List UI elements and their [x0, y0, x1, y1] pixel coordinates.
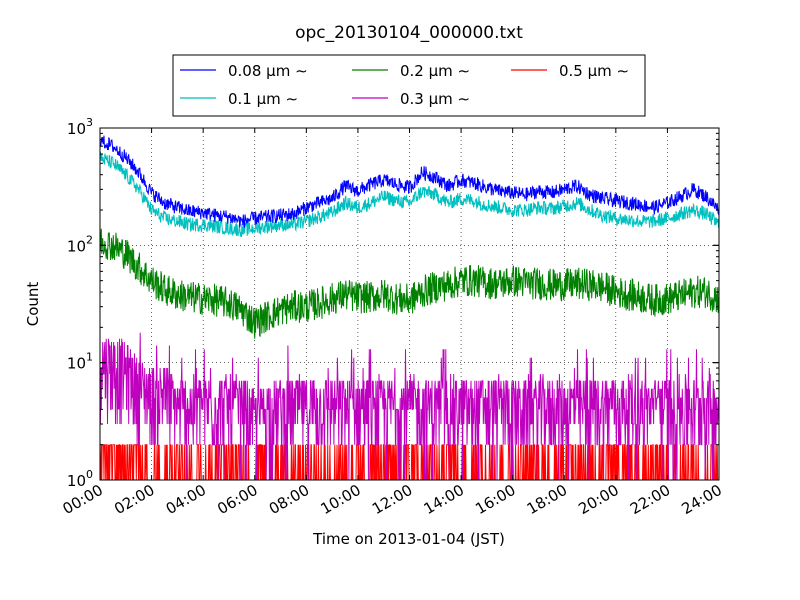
x-tick-label: 14:00	[421, 481, 467, 518]
x-tick-label: 24:00	[679, 481, 725, 518]
y-tick-label: 101	[67, 351, 93, 373]
x-tick-label: 10:00	[317, 481, 363, 518]
legend-label: 0.5 μm ∼	[559, 62, 629, 80]
y-tick-label: 103	[67, 116, 93, 138]
y-tick-label: 100	[67, 468, 93, 490]
legend-label: 0.08 μm ∼	[228, 62, 308, 80]
series-line	[99, 228, 720, 339]
legend-label: 0.2 μm ∼	[400, 62, 470, 80]
x-tick-label: 04:00	[163, 481, 209, 518]
legend-label: 0.3 μm ∼	[400, 90, 470, 108]
y-tick-label: 102	[67, 233, 93, 255]
legend: 0.08 μm ∼ 0.1 μm ∼ 0.2 μm ∼ 0.3 μm ∼ 0.5 μm …	[172, 54, 646, 117]
legend-label: 0.1 μm ∼	[228, 90, 298, 108]
x-tick-label: 08:00	[266, 481, 312, 518]
x-tick-label: 12:00	[369, 481, 415, 518]
x-tick-label: 22:00	[627, 481, 673, 518]
x-axis-label: Time on 2013-01-04 (JST)	[312, 530, 505, 548]
x-tick-labels: 00:00 02:00 04:00 06:00 08:00 10:00 12:00 14:00…	[60, 481, 725, 518]
ticks	[99, 127, 720, 481]
x-tick-label: 20:00	[575, 481, 621, 518]
x-tick-label: 02:00	[111, 481, 157, 518]
series-line	[99, 135, 720, 228]
chart-title: opc_20130104_000000.txt	[295, 23, 523, 43]
y-tick-labels: 100 101 102 103	[67, 116, 93, 490]
series-line	[99, 151, 720, 237]
series-line	[99, 332, 720, 481]
y-axis-label: Count	[24, 282, 42, 327]
x-tick-label: 18:00	[524, 481, 570, 518]
x-tick-label: 16:00	[472, 481, 518, 518]
legend-box	[172, 54, 646, 117]
x-tick-label: 06:00	[214, 481, 260, 518]
